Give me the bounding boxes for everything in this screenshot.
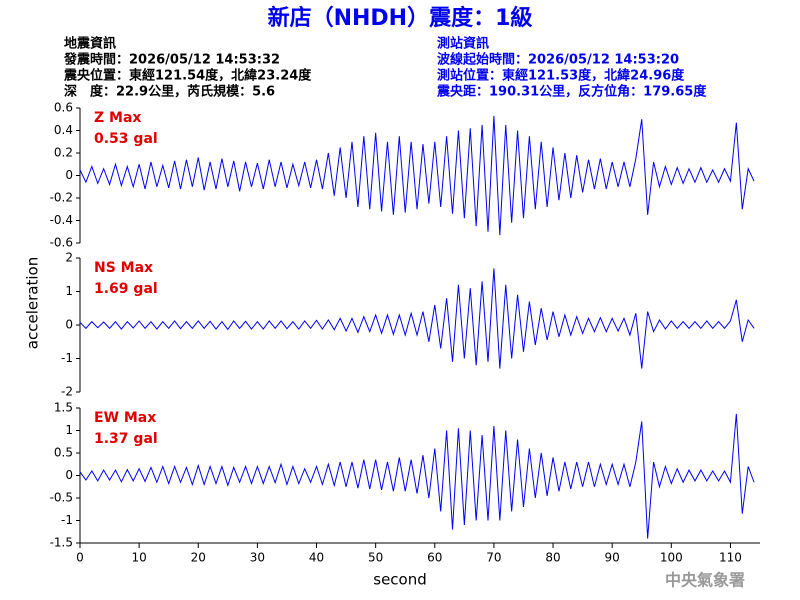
waveform (79, 115, 755, 236)
panel-label: NS Max (94, 260, 153, 276)
waveform (79, 268, 755, 369)
info-line: 地震資訊 (64, 36, 116, 52)
y-tick-label: 1 (65, 423, 73, 437)
x-axis-label: second (373, 571, 427, 589)
y-tick-label: 0 (65, 468, 73, 482)
x-tick-label: 20 (191, 551, 206, 565)
y-tick-label: -1.5 (50, 536, 73, 550)
x-tick-label: 30 (250, 551, 265, 565)
y-tick-label: 0.4 (54, 123, 73, 137)
x-tick-label: 100 (660, 551, 683, 565)
info-line: 震央位置：東經121.54度，北緯23.24度 (63, 68, 312, 84)
info-line: 發震時間：2026/05/12 14:53:32 (63, 52, 280, 68)
y-tick-label: 1 (65, 284, 73, 298)
y-tick-label: -0.4 (50, 213, 73, 227)
panel-max: 1.37 gal (94, 431, 158, 447)
info-line: 深 度：22.9公里，芮氏規模：5.6 (64, 84, 275, 100)
x-tick-label: 60 (427, 551, 442, 565)
y-tick-label: -1 (61, 513, 73, 527)
y-tick-label: -0.5 (50, 491, 73, 505)
y-tick-label: -0.2 (50, 191, 73, 205)
x-tick-label: 50 (368, 551, 383, 565)
info-line: 震央距：190.31公里，反方位角：179.65度 (436, 84, 707, 100)
y-tick-label: -0.6 (50, 236, 73, 250)
info-line: 波線起始時間：2026/05/12 14:53:20 (437, 52, 679, 68)
panel-max: 0.53 gal (94, 131, 158, 147)
x-tick-label: 40 (309, 551, 324, 565)
y-tick-label: 2 (65, 251, 73, 265)
y-axis-label: acceleration (24, 257, 42, 349)
panel-label: Z Max (94, 110, 141, 126)
info-line: 測站位置：東經121.53度，北緯24.96度 (437, 68, 685, 84)
panel-max: 1.69 gal (94, 281, 158, 297)
y-tick-label: 0 (65, 168, 73, 182)
y-tick-label: 0.2 (54, 146, 73, 160)
x-tick-label: 90 (605, 551, 620, 565)
y-tick-label: -2 (61, 385, 73, 399)
panel-label: EW Max (94, 410, 156, 426)
y-tick-label: 1.5 (54, 401, 73, 415)
x-tick-label: 80 (545, 551, 560, 565)
y-tick-label: 0 (65, 318, 73, 332)
x-tick-label: 0 (76, 551, 84, 565)
info-line: 測站資訊 (437, 36, 489, 52)
x-tick-label: 10 (131, 551, 146, 565)
x-tick-label: 70 (486, 551, 501, 565)
y-tick-label: 0.6 (54, 101, 73, 115)
chart-title: 新店（NHDH）震度：1級 (268, 5, 533, 31)
x-tick-label: 110 (719, 551, 742, 565)
waveform (79, 413, 755, 539)
y-tick-label: 0.5 (54, 446, 73, 460)
footer: 中央氣象署 (665, 571, 745, 590)
y-tick-label: -1 (61, 351, 73, 365)
